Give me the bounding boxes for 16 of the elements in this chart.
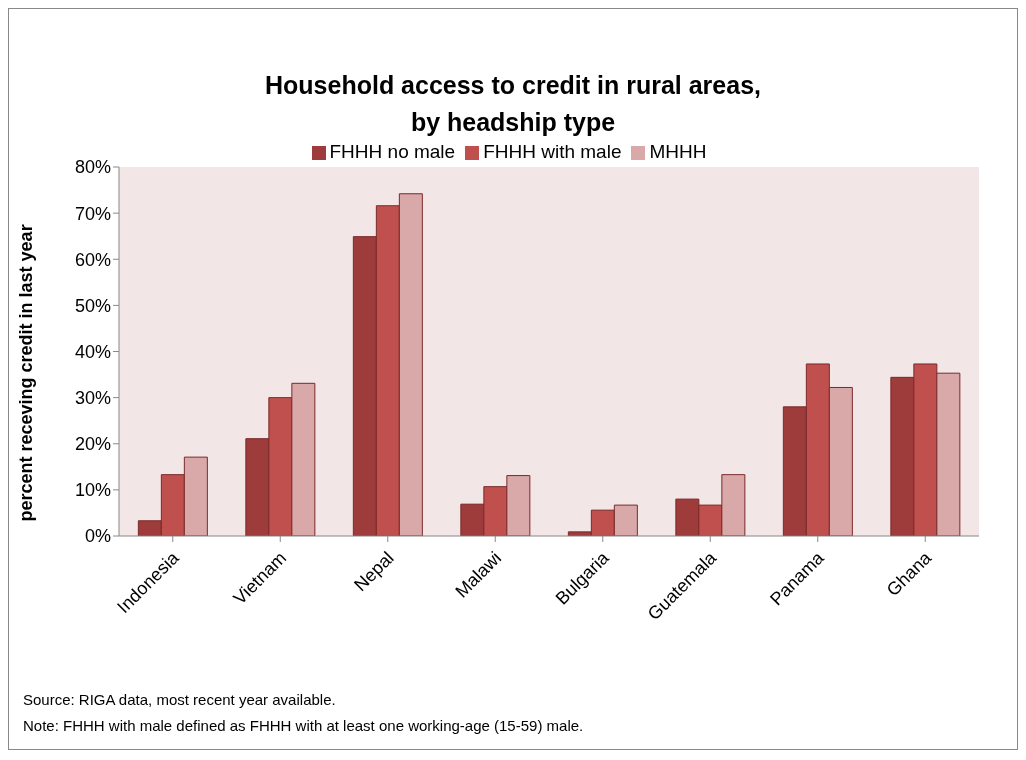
y-tick-label: 50% [74,295,111,316]
source-note: Source: RIGA data, most recent year available. [23,690,337,710]
text: Note: FHHH with male defined as FHHH with at least one working-age (15-59) male. [23,716,584,736]
legend-label: MHHH [649,141,707,162]
y-axis-title: percent receving credit in last year [16,224,37,522]
chart-title: Household access to credit in rural areas, by headship type [264,70,762,138]
y-tick-label: 30% [74,388,111,409]
legend-label: FHHH no male [329,141,456,162]
y-tick-label: 80% [74,157,111,178]
legend-label: FHHH with male [483,141,622,162]
y-tick-label: 20% [74,434,111,455]
y-tick-label: 0% [84,526,111,547]
y-tick-label: 60% [74,249,111,270]
y-tick-label: 70% [74,203,111,224]
y-tick-label: 40% [74,341,111,362]
y-tick-label: 10% [74,480,111,501]
